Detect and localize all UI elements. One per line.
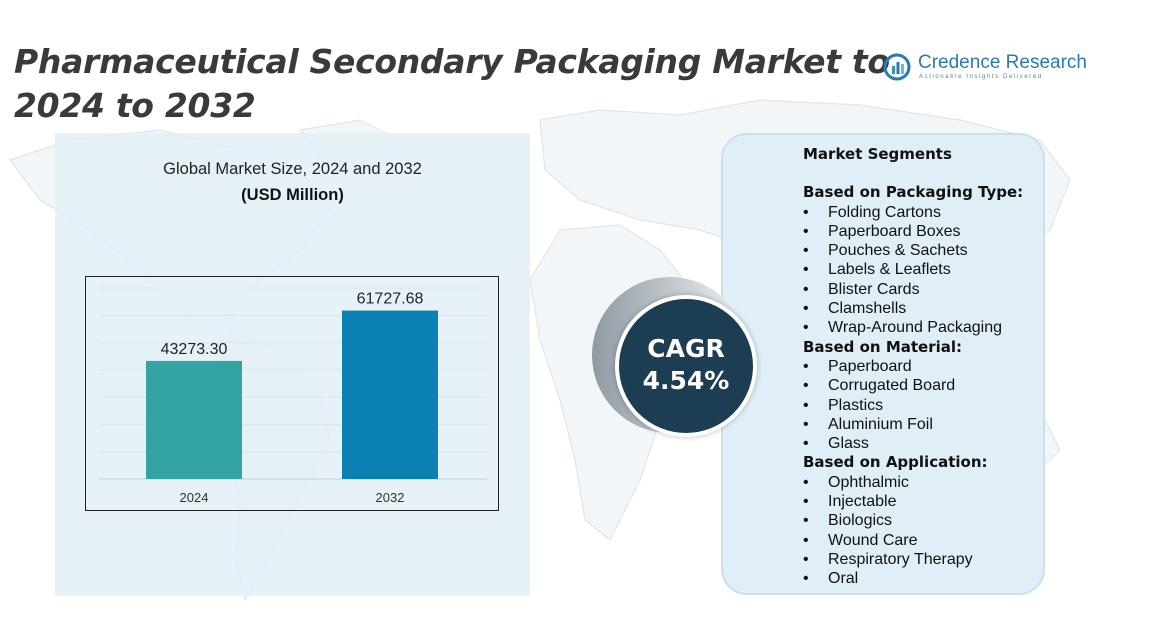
bar-value-label: 43273.30 <box>161 341 228 358</box>
segment-item: • Blister Cards <box>803 280 1043 299</box>
segment-item-label: Pouches & Sachets <box>828 242 968 260</box>
chart-subtitle: (USD Million) <box>241 186 344 204</box>
bullet-icon: • <box>803 415 809 433</box>
bullet-icon: • <box>803 435 809 453</box>
chart-frame <box>85 276 499 511</box>
bar-chart: 43273.30 2024 61727.68 2032 <box>99 287 487 505</box>
segment-item: • Biologics <box>803 511 1043 530</box>
segment-item-label: Blister Cards <box>828 280 920 298</box>
bullet-icon: • <box>803 493 809 511</box>
bullet-icon: • <box>803 357 809 375</box>
bullet-icon: • <box>803 377 809 395</box>
cagr-value: 4.54% <box>642 366 730 395</box>
segment-heading: Based on Material: <box>803 337 963 356</box>
segment-item-label: Biologics <box>828 512 893 530</box>
segment-item: • Pouches & Sachets <box>803 241 1043 260</box>
segment-item: • Oral <box>803 569 1043 588</box>
segment-item-label: Folding Cartons <box>828 203 941 221</box>
segment-item-label: Respiratory Therapy <box>828 550 973 568</box>
x-tick-label: 2024 <box>180 490 209 505</box>
segment-item-label: Aluminium Foil <box>828 415 933 433</box>
segment-item-label: Wrap-Around Packaging <box>828 319 1003 337</box>
segment-item: • Wound Care <box>803 531 1043 550</box>
bullet-icon: • <box>803 473 809 491</box>
segment-item: • Folding Cartons <box>803 203 1043 222</box>
cagr-badge <box>615 295 757 437</box>
bullet-icon: • <box>803 203 809 221</box>
segment-item-label: Paperboard Boxes <box>828 222 961 240</box>
segment-item: • Injectable <box>803 492 1043 511</box>
credence-logo-icon <box>883 53 911 81</box>
segments-list: Market Segments Based on Packaging Type:… <box>803 145 1043 589</box>
segment-item: • Paperboard <box>803 357 1043 376</box>
chart-title: Global Market Size, 2024 and 2032 <box>163 160 422 178</box>
segment-item-label: Paperboard <box>828 357 912 375</box>
segment-item-label: Ophthalmic <box>828 473 909 491</box>
bullet-icon: • <box>803 280 809 298</box>
bar-value-label: 61727.68 <box>357 291 424 308</box>
segment-item-label: Clamshells <box>828 300 907 318</box>
brand-tagline: Actionable Insights Delivered <box>919 74 1043 80</box>
segment-heading: Based on Packaging Type: <box>803 183 1024 202</box>
segment-item: • Plastics <box>803 396 1043 415</box>
segment-item-label: Injectable <box>828 493 897 511</box>
segment-item: • Clamshells <box>803 299 1043 318</box>
segment-item: • Respiratory Therapy <box>803 550 1043 569</box>
brand-logo: Credence Research Actionable Insights De… <box>882 50 1087 86</box>
x-tick-label: 2032 <box>376 490 405 505</box>
segment-item-label: Labels & Leaflets <box>828 261 951 279</box>
segment-heading: Based on Application: <box>803 453 988 472</box>
bullet-icon: • <box>803 319 809 337</box>
bullet-icon: • <box>803 222 809 240</box>
segment-item: • Ophthalmic <box>803 473 1043 492</box>
bullet-icon: • <box>803 512 809 530</box>
bar-2032 <box>342 310 438 479</box>
chart-panel <box>55 133 530 596</box>
brand-name: Credence Research <box>918 52 1087 73</box>
bullet-icon: • <box>803 300 809 318</box>
bullet-icon: • <box>803 531 809 549</box>
segment-item-label: Plastics <box>828 396 884 414</box>
bullet-icon: • <box>803 550 809 568</box>
bullet-icon: • <box>803 396 809 414</box>
segment-item: • Glass <box>803 434 1043 453</box>
bar-2024 <box>146 360 242 479</box>
segment-item-label: Oral <box>828 570 859 588</box>
segment-item: • Labels & Leaflets <box>803 260 1043 279</box>
segments-panel <box>721 133 1045 595</box>
bullet-icon: • <box>803 570 809 588</box>
segment-item: • Paperboard Boxes <box>803 222 1043 241</box>
segment-item-label: Corrugated Board <box>828 377 956 395</box>
segment-item: • Corrugated Board <box>803 376 1043 395</box>
segment-item: • Wrap-Around Packaging <box>803 318 1043 337</box>
segments-title: Market Segments <box>803 145 952 163</box>
bullet-icon: • <box>803 242 809 260</box>
page-title: Pharmaceutical Secondary Packaging Marke… <box>14 42 890 125</box>
segment-item-label: Glass <box>828 435 869 453</box>
segment-item-label: Wound Care <box>828 531 918 549</box>
cagr-label: CAGR <box>647 334 725 363</box>
bullet-icon: • <box>803 261 809 279</box>
segment-item: • Aluminium Foil <box>803 415 1043 434</box>
